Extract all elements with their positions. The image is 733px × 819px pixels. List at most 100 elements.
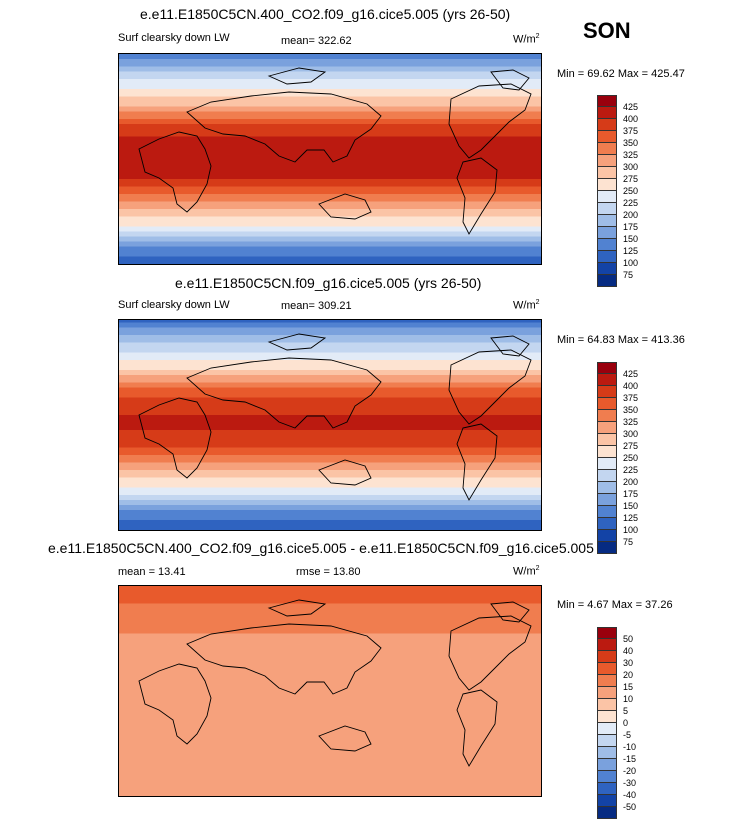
map-band xyxy=(119,686,541,690)
map-band xyxy=(119,648,541,652)
colorbar-tick-label: 375 xyxy=(623,126,639,136)
map-band xyxy=(119,69,541,73)
map-band xyxy=(119,206,541,210)
map-band xyxy=(119,169,541,173)
map-band xyxy=(119,261,541,264)
map-band xyxy=(119,447,541,451)
colorbar-tick-label: 75 xyxy=(623,270,634,280)
map-band xyxy=(119,410,541,414)
map-band xyxy=(119,661,541,665)
map-band xyxy=(119,713,541,717)
map-band xyxy=(119,425,541,429)
colorbar-swatch xyxy=(597,759,617,771)
panel-2-mean-label: mean= 309.21 xyxy=(281,300,352,312)
map-band xyxy=(119,646,541,650)
map-band xyxy=(119,708,541,712)
map-band xyxy=(119,184,541,188)
map-band xyxy=(119,362,541,366)
panel-2-variable-label: Surf clearsky down LW xyxy=(118,299,230,311)
map-band xyxy=(119,638,541,642)
map-band xyxy=(119,591,541,595)
colorbar-tick-label: 225 xyxy=(623,198,639,208)
map-band xyxy=(119,741,541,745)
map-band xyxy=(119,703,541,707)
map-band xyxy=(119,405,541,409)
panel-2-map xyxy=(118,319,542,531)
map-band xyxy=(119,244,541,248)
map-band xyxy=(119,320,541,324)
map-band xyxy=(119,375,541,379)
map-band xyxy=(119,693,541,697)
map-band xyxy=(119,397,541,401)
map-band xyxy=(119,116,541,120)
map-band xyxy=(119,515,541,519)
colorbar-tick-label: 125 xyxy=(623,513,639,523)
map-band xyxy=(119,487,541,491)
map-band xyxy=(119,497,541,501)
map-band xyxy=(119,683,541,687)
colorbar-swatch xyxy=(597,771,617,783)
map-band xyxy=(119,64,541,68)
colorbar-tick-label: 325 xyxy=(623,417,639,427)
map-band xyxy=(119,259,541,263)
coastline xyxy=(267,333,327,351)
map-band xyxy=(119,380,541,384)
map-band xyxy=(119,372,541,376)
colorbar-swatch xyxy=(597,119,617,131)
map-band xyxy=(119,367,541,371)
map-band xyxy=(119,99,541,103)
map-band xyxy=(119,442,541,446)
colorbar-tick-label: 30 xyxy=(623,658,634,668)
map-band xyxy=(119,412,541,416)
map-band xyxy=(119,681,541,685)
map-band xyxy=(119,586,541,590)
colorbar-tick-label: 250 xyxy=(623,453,639,463)
map-band xyxy=(119,502,541,506)
map-band xyxy=(119,407,541,411)
panel-1-variable-label: Surf clearsky down LW xyxy=(118,32,230,44)
colorbar-swatch xyxy=(597,470,617,482)
map-band xyxy=(119,452,541,456)
map-band xyxy=(119,121,541,125)
coastline xyxy=(267,599,327,617)
map-band xyxy=(119,402,541,406)
map-band xyxy=(119,651,541,655)
coastline xyxy=(186,91,382,163)
map-band xyxy=(119,783,541,787)
map-band xyxy=(119,106,541,110)
map-band xyxy=(119,176,541,180)
colorbar-swatch xyxy=(597,143,617,155)
map-band xyxy=(119,332,541,336)
map-band xyxy=(119,196,541,200)
map-band xyxy=(119,778,541,782)
map-band xyxy=(119,631,541,635)
colorbar-swatch xyxy=(597,167,617,179)
colorbar-tick-label: 350 xyxy=(623,405,639,415)
map-band xyxy=(119,365,541,369)
panel-2-units: W/m2 xyxy=(513,299,540,312)
colorbar-swatch xyxy=(597,675,617,687)
panel-3-rmse-label: rmse = 13.80 xyxy=(296,566,361,578)
colorbar-swatch xyxy=(597,155,617,167)
map-band xyxy=(119,525,541,529)
map-band xyxy=(119,360,541,364)
map-band xyxy=(119,593,541,597)
map-band xyxy=(119,327,541,331)
map-band xyxy=(119,756,541,760)
colorbar-swatch xyxy=(597,530,617,542)
colorbar-swatch xyxy=(597,723,617,735)
map-band xyxy=(119,199,541,203)
map-band xyxy=(119,226,541,230)
map-band xyxy=(119,758,541,762)
coastline xyxy=(138,397,212,479)
map-band xyxy=(119,738,541,742)
map-band xyxy=(119,256,541,260)
coastline xyxy=(490,601,530,623)
map-band xyxy=(119,726,541,730)
map-band xyxy=(119,626,541,630)
map-band xyxy=(119,342,541,346)
coastline xyxy=(456,423,498,501)
map-band xyxy=(119,791,541,795)
colorbar-swatch xyxy=(597,386,617,398)
map-band xyxy=(119,618,541,622)
